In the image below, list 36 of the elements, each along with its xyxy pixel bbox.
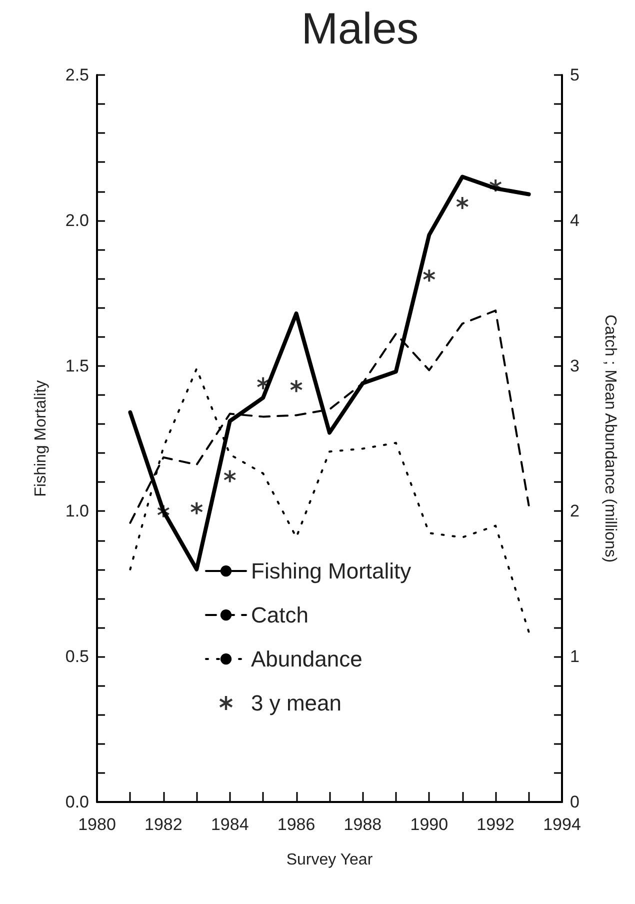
y2-axis-title: Catch ; Mean Abundance (millions): [602, 314, 618, 563]
x-tick-label: 1990: [410, 815, 448, 834]
x-tick-label: 1994: [543, 815, 581, 834]
y2-tick-label: 2: [570, 502, 580, 521]
y2-tick-label: 0: [570, 792, 580, 812]
y-tick-label: 0.0: [65, 792, 89, 812]
x-tick-label: 1986: [277, 815, 316, 834]
legend-label: Catch: [251, 602, 308, 628]
y2-tick-label: 4: [570, 210, 580, 230]
point: [423, 270, 436, 282]
legend-label: Fishing Mortality: [251, 558, 412, 584]
point: [290, 380, 302, 392]
y-axis-title: Fishing Mortality: [32, 380, 50, 497]
point: [157, 505, 170, 518]
x-tick-label: 1982: [144, 815, 182, 834]
point: [456, 196, 468, 209]
y-tick-label: 2.0: [65, 210, 89, 230]
y-tick-label: 1.5: [65, 356, 89, 376]
point: [190, 502, 203, 514]
y2-tick-label: 3: [570, 356, 580, 376]
point: [257, 377, 270, 390]
x-tick-label: 1984: [210, 815, 249, 834]
y2-tick-label: 1: [570, 647, 580, 666]
legend-label: Abundance: [251, 646, 362, 672]
y-tick-label: 2.5: [65, 66, 89, 84]
x-axis-title: Survey Year: [286, 852, 374, 868]
point: [224, 470, 236, 482]
y-tick-label: 1.0: [65, 502, 89, 521]
point: [490, 180, 502, 192]
y2-tick-label: 5: [570, 66, 580, 84]
y-tick-label: 0.5: [65, 647, 89, 666]
x-tick-label: 1980: [78, 815, 116, 834]
x-tick-label: 1988: [344, 815, 382, 834]
chart-title: Males: [301, 4, 419, 54]
x-tick-label: 1992: [476, 815, 514, 834]
legend-label: 3 y mean: [251, 690, 342, 716]
